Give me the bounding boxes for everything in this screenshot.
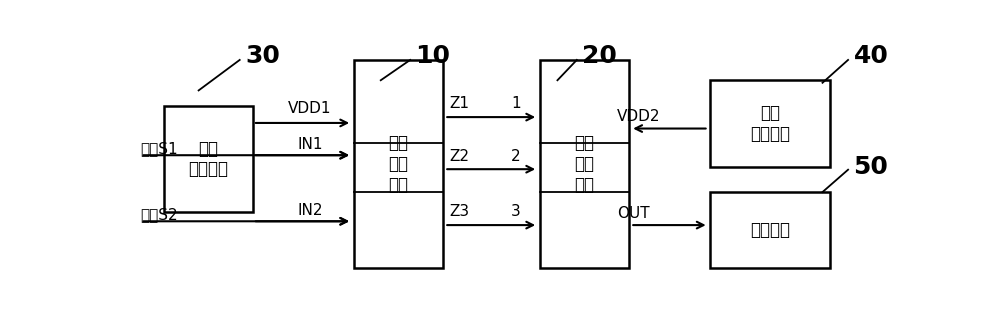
- Text: 信号
输入
模块: 信号 输入 模块: [388, 134, 408, 194]
- Text: Z2: Z2: [449, 149, 469, 164]
- Bar: [710, 192, 830, 268]
- Text: Z1: Z1: [449, 96, 469, 111]
- Text: 40: 40: [854, 44, 888, 68]
- Text: IN1: IN1: [297, 137, 323, 152]
- Bar: [710, 80, 830, 167]
- Text: VDD2: VDD2: [617, 109, 661, 124]
- Text: 20: 20: [582, 44, 617, 68]
- Text: 1: 1: [511, 96, 521, 111]
- Text: 第一
电源模块: 第一 电源模块: [188, 140, 228, 179]
- Text: 第二
电源模块: 第二 电源模块: [750, 104, 790, 143]
- Text: 10: 10: [416, 44, 451, 68]
- Text: OUT: OUT: [617, 206, 650, 221]
- Text: 30: 30: [245, 44, 280, 68]
- Text: Z3: Z3: [449, 204, 469, 219]
- Text: 3: 3: [511, 204, 521, 219]
- Text: 2: 2: [511, 149, 521, 164]
- Text: 50: 50: [854, 155, 888, 179]
- Text: VDD1: VDD1: [288, 101, 331, 116]
- Text: 检测芯片: 检测芯片: [750, 221, 790, 239]
- Text: IN2: IN2: [297, 203, 323, 218]
- Text: 信号S1: 信号S1: [140, 141, 178, 156]
- Text: 信号S2: 信号S2: [140, 208, 178, 222]
- Text: 信号
输出
模块: 信号 输出 模块: [574, 134, 594, 194]
- Bar: [540, 60, 629, 268]
- Bar: [354, 60, 443, 268]
- Bar: [164, 106, 253, 213]
